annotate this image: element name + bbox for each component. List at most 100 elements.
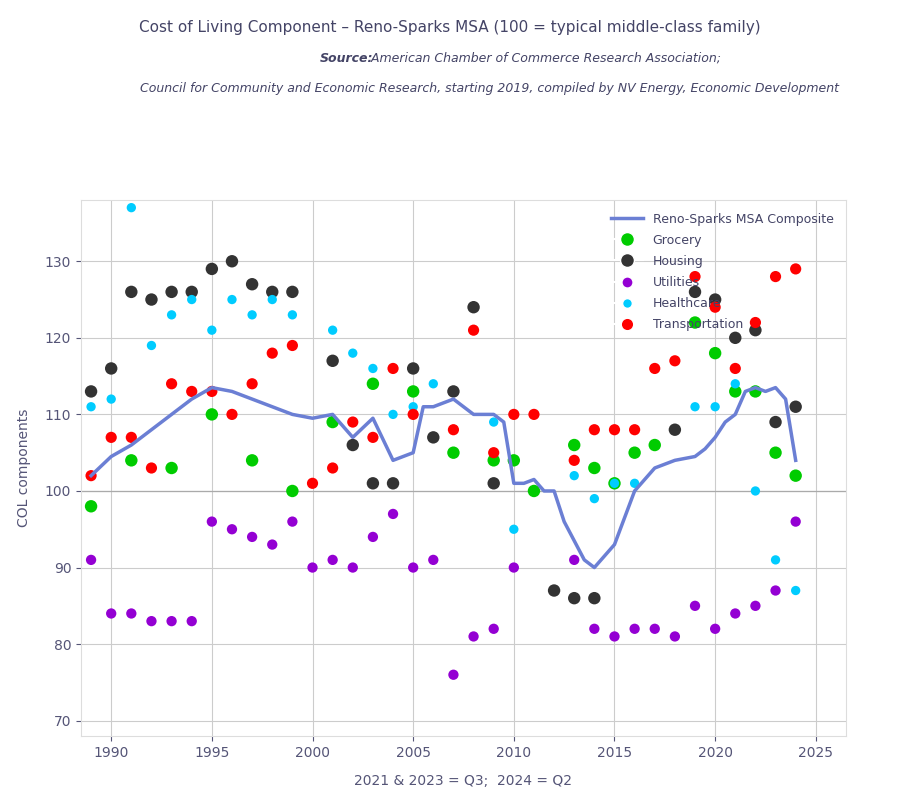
Point bbox=[124, 286, 139, 298]
Point bbox=[346, 416, 360, 429]
Point bbox=[245, 309, 259, 322]
Text: Source:: Source: bbox=[320, 52, 373, 65]
Point bbox=[728, 385, 742, 398]
Point bbox=[84, 385, 98, 398]
Point bbox=[365, 431, 380, 444]
Point bbox=[225, 408, 239, 421]
Point bbox=[326, 324, 340, 337]
Point bbox=[708, 400, 723, 413]
Point bbox=[567, 454, 581, 466]
Point bbox=[708, 301, 723, 314]
Point bbox=[285, 309, 300, 322]
Point bbox=[326, 554, 340, 566]
Point bbox=[204, 262, 219, 275]
Point bbox=[326, 416, 340, 429]
Point bbox=[446, 423, 461, 436]
Point bbox=[406, 561, 420, 574]
Point bbox=[627, 622, 642, 635]
Point bbox=[608, 477, 622, 490]
Point bbox=[104, 362, 119, 375]
Point bbox=[386, 507, 400, 520]
Point bbox=[144, 614, 158, 627]
Point bbox=[426, 554, 440, 566]
Point bbox=[466, 630, 481, 643]
Point bbox=[748, 485, 762, 498]
Point bbox=[688, 270, 702, 283]
Point bbox=[266, 286, 280, 298]
Point bbox=[365, 530, 380, 543]
Point bbox=[728, 331, 742, 344]
Point bbox=[266, 346, 280, 359]
Point bbox=[728, 362, 742, 375]
Point bbox=[84, 400, 98, 413]
Point bbox=[124, 454, 139, 466]
Point bbox=[84, 500, 98, 513]
Point bbox=[285, 485, 300, 498]
Point bbox=[788, 584, 803, 597]
Point bbox=[426, 378, 440, 390]
Point bbox=[406, 400, 420, 413]
Point bbox=[788, 470, 803, 482]
Point bbox=[386, 362, 400, 375]
Point bbox=[346, 438, 360, 451]
Point bbox=[748, 599, 762, 612]
Point bbox=[728, 378, 742, 390]
Point bbox=[648, 622, 662, 635]
Point bbox=[728, 607, 742, 620]
Point bbox=[748, 316, 762, 329]
Point bbox=[165, 462, 179, 474]
Point bbox=[204, 408, 219, 421]
Point bbox=[466, 324, 481, 337]
Point bbox=[668, 423, 682, 436]
X-axis label: 2021 & 2023 = Q3;  2024 = Q2: 2021 & 2023 = Q3; 2024 = Q2 bbox=[355, 774, 572, 788]
Point bbox=[124, 431, 139, 444]
Point bbox=[708, 346, 723, 359]
Point bbox=[386, 477, 400, 490]
Point bbox=[184, 286, 199, 298]
Point bbox=[507, 523, 521, 536]
Point bbox=[648, 438, 662, 451]
Point bbox=[365, 378, 380, 390]
Point bbox=[165, 378, 179, 390]
Point bbox=[204, 324, 219, 337]
Point bbox=[225, 523, 239, 536]
Legend: Reno-Sparks MSA Composite, Grocery, Housing, Utilities, Healthcare, Transportati: Reno-Sparks MSA Composite, Grocery, Hous… bbox=[605, 206, 840, 338]
Point bbox=[567, 554, 581, 566]
Point bbox=[587, 592, 601, 605]
Point bbox=[245, 278, 259, 290]
Point bbox=[165, 309, 179, 322]
Point bbox=[426, 431, 440, 444]
Point bbox=[144, 339, 158, 352]
Point bbox=[204, 385, 219, 398]
Point bbox=[346, 346, 360, 359]
Point bbox=[84, 470, 98, 482]
Point bbox=[788, 515, 803, 528]
Point bbox=[305, 477, 320, 490]
Point bbox=[124, 202, 139, 214]
Point bbox=[346, 561, 360, 574]
Point bbox=[547, 584, 562, 597]
Point bbox=[507, 454, 521, 466]
Point bbox=[748, 385, 762, 398]
Point bbox=[406, 385, 420, 398]
Point bbox=[587, 492, 601, 505]
Point bbox=[769, 554, 783, 566]
Point bbox=[144, 462, 158, 474]
Point bbox=[406, 362, 420, 375]
Point bbox=[225, 293, 239, 306]
Point bbox=[567, 438, 581, 451]
Point bbox=[688, 400, 702, 413]
Point bbox=[245, 454, 259, 466]
Point bbox=[285, 339, 300, 352]
Point bbox=[266, 293, 280, 306]
Point bbox=[165, 614, 179, 627]
Point bbox=[466, 301, 481, 314]
Point bbox=[788, 400, 803, 413]
Point bbox=[748, 324, 762, 337]
Point bbox=[165, 286, 179, 298]
Point bbox=[104, 431, 119, 444]
Point bbox=[184, 293, 199, 306]
Point bbox=[587, 462, 601, 474]
Point bbox=[526, 485, 541, 498]
Point bbox=[788, 262, 803, 275]
